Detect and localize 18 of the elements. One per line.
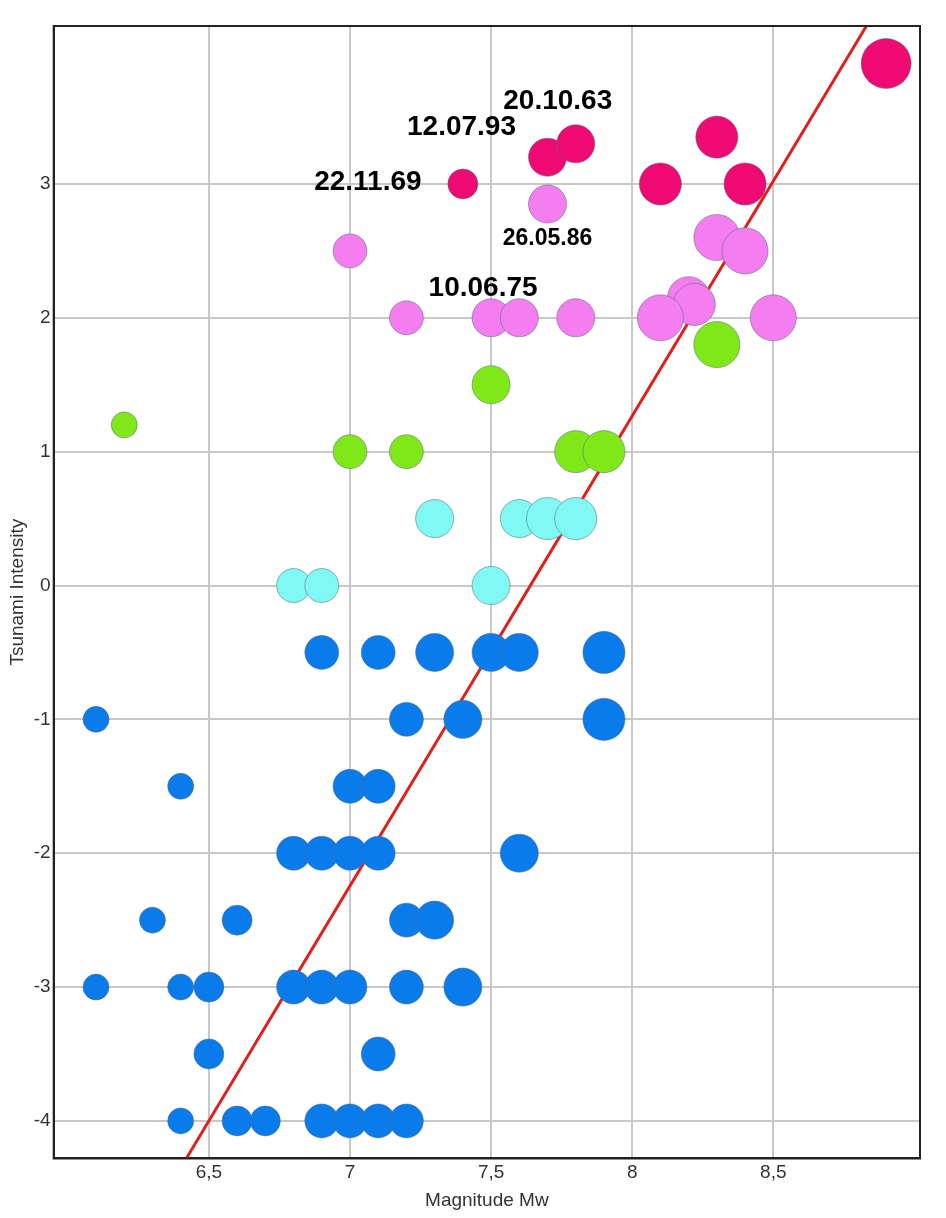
y-tick-label: -1 (33, 707, 51, 729)
x-tick-label: 8 (626, 1161, 638, 1183)
x-axis-title: Magnitude Mw (425, 1188, 549, 1210)
y-tick-label: -3 (33, 975, 51, 997)
x-tick-label: 7,5 (477, 1161, 505, 1183)
y-tick-label: 3 (40, 172, 51, 194)
y-tick-label: 0 (40, 573, 51, 595)
x-tick-label: 7 (344, 1161, 356, 1183)
x-tick-label: 8,5 (760, 1161, 787, 1183)
x-tick-label: 6,5 (195, 1161, 223, 1183)
y-tick-label: -4 (33, 1109, 52, 1131)
y-tick-label: 2 (40, 306, 51, 328)
y-axis-title: Tsunami Intensity (5, 518, 27, 666)
annotation: 10.06.75 (428, 270, 538, 302)
y-tick-label: -2 (33, 841, 51, 863)
annotation: 26.05.86 (502, 224, 593, 251)
annotation: 22.11.69 (314, 164, 422, 196)
y-tick-label: 1 (40, 439, 51, 461)
